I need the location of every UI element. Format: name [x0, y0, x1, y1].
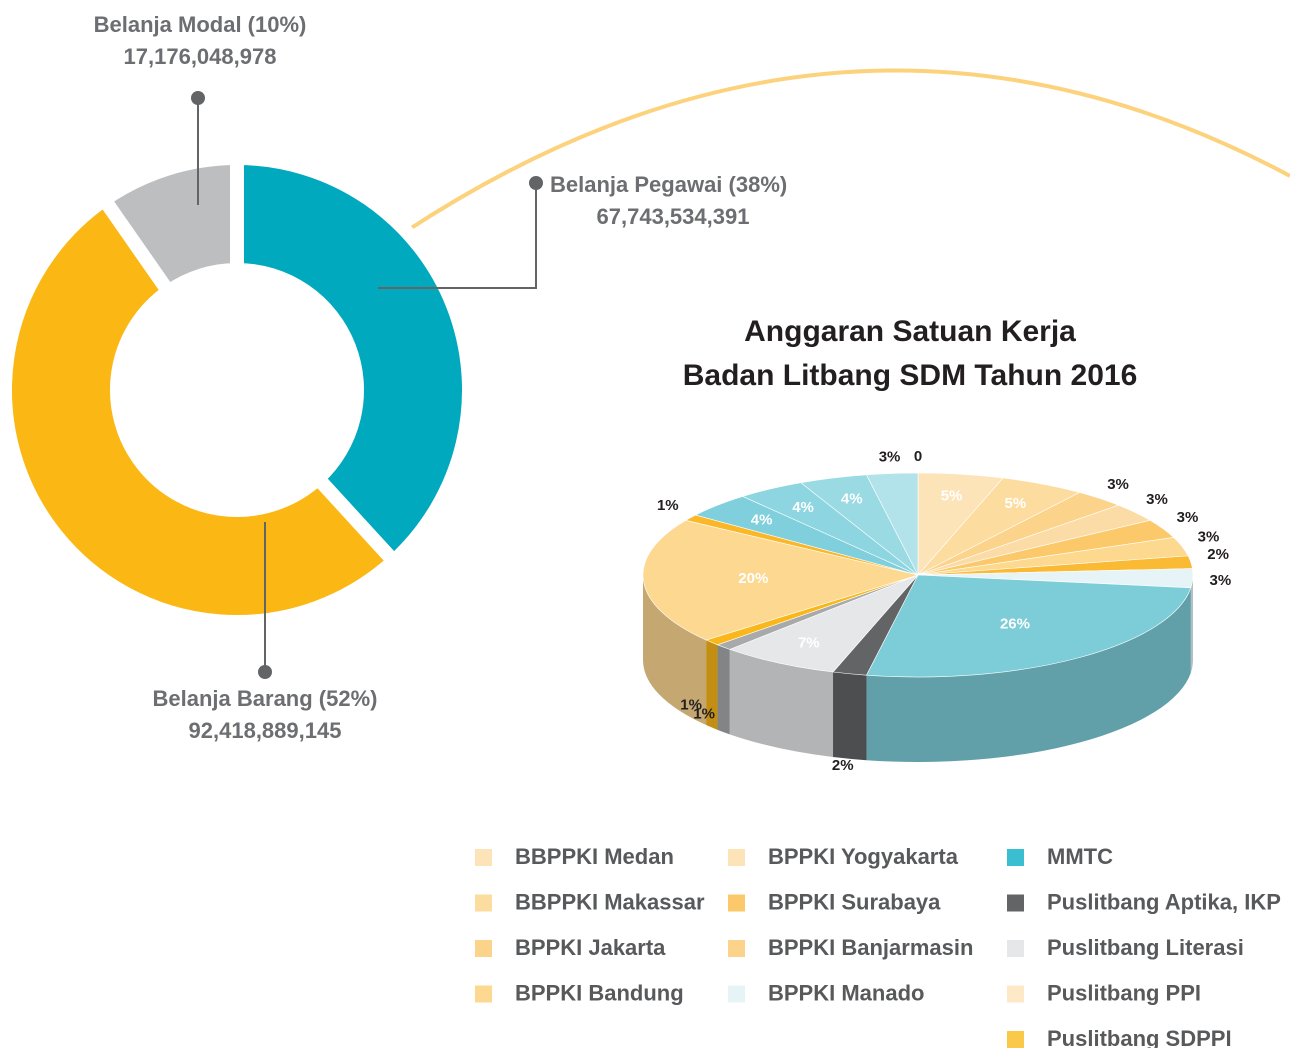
pie-side	[1190, 575, 1193, 673]
legend-label: BBPPKI Makassar	[515, 889, 705, 914]
donut-slice	[94, 150, 244, 302]
legend-swatch	[1007, 1031, 1024, 1048]
data-label: 5%	[1005, 495, 1027, 512]
slice-value: 17,176,048,978	[124, 44, 277, 69]
legend: BBPPKI Medan BBPPKI Makassar BPPKI Jakarta…	[475, 844, 1281, 1048]
slice-label: Belanja Barang (52%)	[153, 686, 378, 711]
legend-swatch	[1007, 849, 1024, 866]
legend-label: MMTC	[1047, 844, 1113, 869]
legend-label: BPPKI Jakarta	[515, 935, 666, 960]
data-label: 3%	[879, 448, 901, 465]
callout-dot	[258, 665, 272, 679]
data-label: 20%	[738, 570, 768, 587]
data-label: 1%	[693, 705, 715, 722]
chart-title: Badan Litbang SDM Tahun 2016	[683, 359, 1138, 392]
callout-line	[378, 183, 537, 289]
data-label: 2%	[832, 757, 854, 774]
legend-swatch	[728, 985, 745, 1003]
legend-swatch	[1007, 985, 1024, 1003]
legend-swatch	[475, 894, 492, 912]
pie-slice	[642, 520, 920, 641]
slice-label: Belanja Pegawai (38%)	[550, 172, 787, 197]
callouts	[191, 91, 543, 679]
legend-label: BPPKI Manado	[768, 980, 924, 1005]
data-label: 3%	[1107, 476, 1129, 493]
legend-swatch	[475, 940, 492, 957]
legend-swatch	[1007, 940, 1024, 957]
pie-side	[717, 644, 730, 735]
donut-slice	[0, 189, 404, 629]
data-label: 2%	[1207, 546, 1229, 563]
data-label: 5%	[941, 487, 963, 504]
pie-side	[643, 575, 707, 726]
data-label: 4%	[751, 512, 773, 529]
donut-slice	[230, 150, 476, 572]
slice-value: 67,743,534,391	[597, 204, 750, 229]
legend-swatch	[728, 940, 745, 957]
callout-dot	[529, 176, 543, 190]
legend-swatch	[728, 849, 745, 866]
pie-slice	[728, 574, 919, 673]
donut-chart	[0, 150, 476, 629]
data-label: 3%	[1210, 572, 1232, 589]
data-label: 0	[914, 448, 922, 465]
legend-label: Puslitbang Aptika, IKP	[1047, 889, 1281, 914]
pie-chart: 05% 5%3%3%3%3%2%3%26%2%7%1%1%20%1%4%4% 4%3…	[642, 448, 1232, 774]
data-label: 1%	[680, 696, 702, 713]
data-label: 7%	[798, 634, 820, 651]
pie-side	[706, 640, 718, 730]
legend-swatch	[728, 894, 745, 912]
legend-label: BPPKI Surabaya	[768, 889, 941, 914]
legend-label: Puslitbang SDPPI	[1047, 1026, 1232, 1048]
data-label: 4%	[841, 490, 863, 507]
chart-title: Anggaran Satuan Kerja	[744, 315, 1076, 348]
data-label: 26%	[1000, 615, 1030, 632]
data-label: 4%	[792, 499, 814, 516]
data-label: 3%	[1177, 509, 1199, 526]
legend-label: BPPKI Yogyakarta	[768, 844, 959, 869]
data-label: 1%	[657, 497, 679, 514]
pie-slice	[865, 472, 919, 576]
slice-label: Belanja Modal (10%)	[94, 12, 307, 37]
legend-label: BPPKI Banjarmasin	[768, 935, 973, 960]
pie-side	[833, 672, 867, 761]
legend-swatch	[475, 985, 492, 1003]
slice-value: 92,418,889,145	[189, 718, 342, 743]
connector-arc	[403, 68, 1290, 234]
legend-label: Puslitbang PPI	[1047, 980, 1201, 1005]
legend-label: BBPPKI Medan	[515, 844, 674, 869]
pie-side	[866, 587, 1191, 762]
legend-label: Puslitbang Literasi	[1047, 935, 1244, 960]
legend-swatch	[475, 849, 492, 866]
data-label: 3%	[1198, 529, 1220, 546]
legend-swatch	[1007, 894, 1024, 912]
pie-slice	[865, 574, 1192, 678]
data-label: 3%	[1146, 491, 1168, 508]
pie-side	[729, 649, 834, 758]
callout-dot	[191, 91, 205, 105]
legend-label: BPPKI Bandung	[515, 980, 684, 1005]
